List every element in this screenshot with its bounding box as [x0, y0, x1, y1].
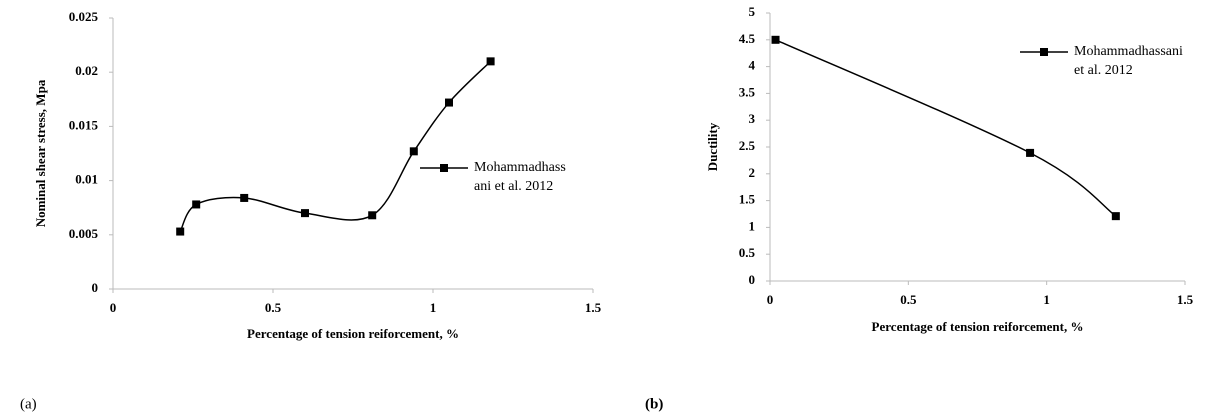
y-axis-title: Nominal shear stress, Mpa [33, 79, 48, 227]
y-tick-label: 0.025 [69, 9, 99, 24]
x-axis-title: Percentage of tension reiforcement, % [247, 326, 459, 341]
y-tick-label: 4.5 [739, 31, 756, 46]
y-tick-label: 2.5 [739, 138, 756, 153]
y-tick-label: 0.005 [69, 226, 99, 241]
caption: (b) [645, 396, 663, 412]
legend-marker [1040, 48, 1048, 56]
marker [368, 211, 377, 220]
y-tick-label: 3 [749, 111, 756, 126]
y-tick-label: 2 [749, 165, 756, 180]
legend-marker [440, 164, 448, 172]
caption: (a) [20, 396, 37, 412]
legend-label: Mohammadhassani et al. 2012 [1074, 44, 1183, 78]
y-axis-title: Ductility [705, 122, 720, 171]
x-tick-label: 0 [110, 300, 117, 315]
x-tick-label: 1 [430, 300, 437, 315]
y-tick-label: 4 [749, 58, 756, 73]
line [775, 39, 1117, 217]
marker [771, 35, 780, 44]
y-tick-label: 0.5 [739, 245, 756, 260]
x-axis-title: Percentage of tension reiforcement, % [872, 319, 1084, 334]
x-tick-label: 0.5 [900, 292, 917, 307]
y-tick-label: 0.01 [75, 172, 98, 187]
y-tick-label: 5 [749, 4, 756, 19]
marker [240, 193, 249, 202]
y-tick-label: 1.5 [739, 192, 756, 207]
marker [1111, 212, 1120, 221]
marker [301, 209, 309, 218]
marker [409, 147, 418, 156]
marker [486, 57, 495, 66]
x-tick-label: 0.5 [265, 300, 282, 315]
marker [445, 98, 453, 107]
marker [192, 200, 201, 209]
y-tick-label: 3.5 [739, 84, 756, 99]
marker [176, 227, 185, 236]
y-tick-label: 0.02 [75, 63, 98, 78]
y-tick-label: 1 [749, 218, 756, 233]
x-tick-label: 0 [767, 292, 774, 307]
marker [1026, 148, 1035, 157]
legend-label: Mohammadhass ani et al. 2012 [474, 160, 566, 194]
line [179, 60, 492, 232]
y-tick-label: 0.015 [69, 117, 99, 132]
x-tick-label: 1 [1043, 292, 1050, 307]
y-tick-label: 0 [749, 272, 756, 287]
x-tick-label: 1.5 [585, 300, 602, 315]
x-tick-label: 1.5 [1177, 292, 1194, 307]
y-tick-label: 0 [92, 280, 99, 295]
